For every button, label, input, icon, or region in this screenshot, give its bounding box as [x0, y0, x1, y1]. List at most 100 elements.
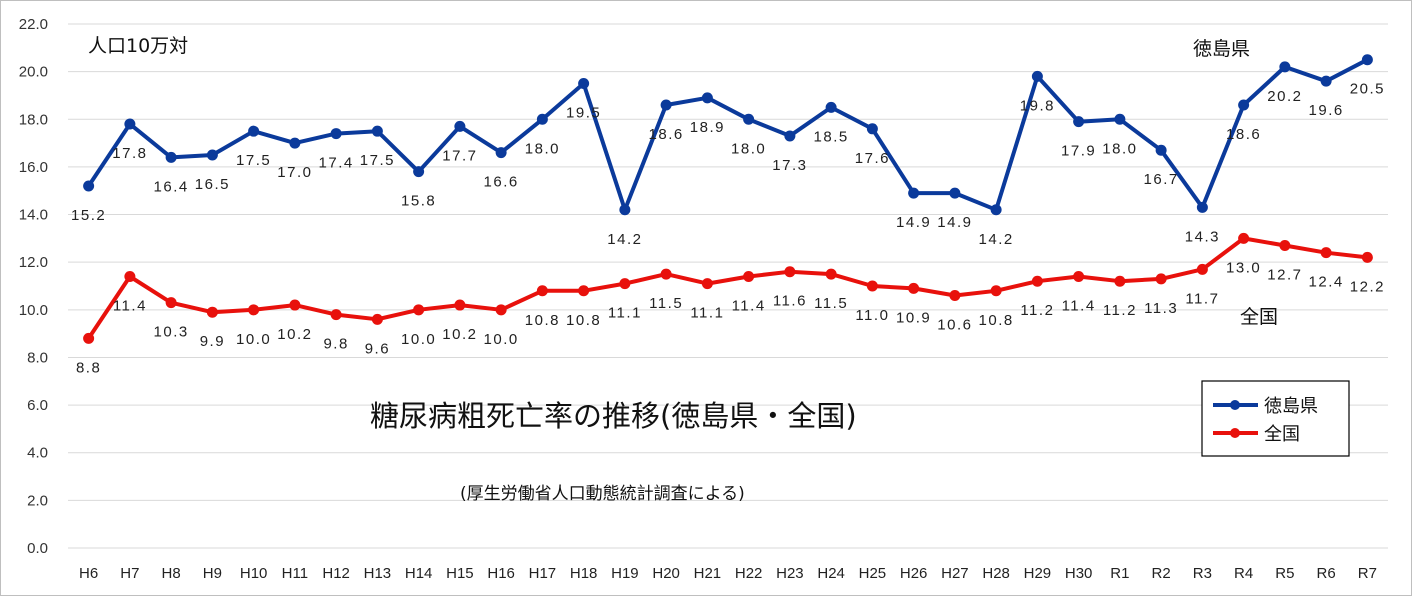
data-label: 18.0 — [1102, 140, 1137, 157]
data-point — [165, 297, 177, 309]
data-label: 18.9 — [690, 119, 725, 136]
x-tick-label: H19 — [611, 565, 639, 582]
data-point — [866, 280, 878, 292]
x-tick-label: H25 — [859, 565, 887, 582]
data-label: 17.5 — [360, 152, 395, 169]
data-point — [289, 299, 301, 311]
data-point — [206, 149, 218, 161]
data-label: 18.6 — [649, 126, 684, 143]
data-point — [248, 304, 260, 316]
x-tick-label: H13 — [364, 565, 392, 582]
data-label: 18.0 — [525, 140, 560, 157]
data-point — [413, 166, 425, 178]
x-tick-label: H26 — [900, 565, 928, 582]
data-label: 15.2 — [71, 207, 106, 224]
x-tick-label: R4 — [1234, 565, 1253, 582]
data-label: 9.6 — [365, 340, 390, 357]
data-label: 9.8 — [323, 336, 348, 353]
data-label: 14.9 — [937, 214, 972, 231]
data-label: 11.1 — [690, 305, 724, 322]
legend-text-tokushima: 徳島県 — [1264, 396, 1318, 417]
data-label: 17.5 — [236, 152, 271, 169]
x-tick-label: H10 — [240, 565, 268, 582]
data-label: 10.6 — [937, 317, 972, 334]
x-tick-label: H12 — [322, 565, 350, 582]
data-label: 12.2 — [1350, 278, 1385, 295]
data-label: 14.9 — [896, 214, 931, 231]
data-point — [1361, 54, 1373, 66]
data-point — [908, 282, 920, 294]
y-tick-label: 6.0 — [27, 397, 48, 414]
data-label: 11.6 — [773, 293, 807, 310]
data-label: 10.8 — [979, 312, 1014, 329]
data-point — [660, 99, 672, 111]
x-tick-label: R2 — [1152, 565, 1171, 582]
x-tick-label: H6 — [79, 565, 98, 582]
data-point — [1196, 263, 1208, 275]
legend-box — [1201, 380, 1350, 457]
data-label: 18.6 — [1226, 126, 1261, 143]
y-tick-label: 10.0 — [19, 302, 48, 319]
x-tick-label: H8 — [162, 565, 181, 582]
data-point — [1073, 270, 1085, 282]
data-label: 20.5 — [1350, 81, 1385, 98]
data-point — [371, 125, 383, 137]
x-tick-label: H11 — [282, 565, 308, 582]
data-point — [1320, 247, 1332, 259]
data-label: 12.7 — [1267, 267, 1302, 284]
y-tick-label: 18.0 — [19, 111, 48, 128]
data-point — [619, 204, 631, 216]
data-label: 10.8 — [525, 312, 560, 329]
data-point — [1279, 240, 1291, 252]
y-tick-label: 2.0 — [27, 492, 48, 509]
data-point — [83, 332, 95, 344]
data-point — [866, 123, 878, 135]
data-point — [165, 151, 177, 163]
legend-text-national: 全国 — [1264, 424, 1300, 445]
legend: 徳島県 全国 — [1201, 380, 1350, 457]
data-label: 11.2 — [1020, 302, 1054, 319]
x-tick-label: H30 — [1065, 565, 1093, 582]
y-tick-label: 12.0 — [19, 254, 48, 271]
data-label: 18.0 — [731, 140, 766, 157]
data-point — [578, 78, 590, 90]
data-point — [660, 268, 672, 280]
data-point — [743, 270, 755, 282]
x-tick-label: H23 — [776, 565, 804, 582]
data-point — [536, 113, 548, 125]
x-tick-label: H27 — [941, 565, 969, 582]
x-tick-label: H20 — [652, 565, 680, 582]
data-point — [825, 268, 837, 280]
data-point — [1361, 251, 1373, 263]
x-tick-label: R6 — [1317, 565, 1336, 582]
legend-marker-national — [1230, 428, 1240, 438]
data-label: 10.2 — [442, 326, 477, 343]
data-label: 11.2 — [1103, 302, 1137, 319]
x-tick-label: R1 — [1110, 565, 1129, 582]
data-label: 10.2 — [277, 326, 312, 343]
data-label: 17.6 — [855, 150, 890, 167]
data-label: 11.4 — [1062, 297, 1096, 314]
data-label: 17.4 — [319, 155, 354, 172]
data-point — [619, 278, 631, 290]
series-label-tokushima: 徳島県 — [1193, 38, 1250, 60]
data-label: 17.9 — [1061, 143, 1096, 160]
chart-title: 糖尿病粗死亡率の推移(徳島県・全国) — [370, 399, 857, 433]
data-label: 11.3 — [1144, 300, 1178, 317]
data-label: 14.2 — [979, 231, 1014, 248]
data-label: 16.7 — [1144, 171, 1179, 188]
data-label: 17.0 — [277, 164, 312, 181]
y-tick-label: 14.0 — [19, 207, 48, 224]
data-label: 14.3 — [1185, 228, 1220, 245]
data-point — [1114, 275, 1126, 287]
data-point — [454, 299, 466, 311]
data-label: 18.5 — [814, 128, 849, 145]
data-label: 11.0 — [855, 307, 889, 324]
data-point — [124, 270, 136, 282]
data-point — [495, 304, 507, 316]
x-tick-label: H14 — [405, 565, 433, 582]
series-layer — [83, 54, 1373, 344]
data-point — [536, 285, 548, 297]
data-point — [990, 285, 1002, 297]
